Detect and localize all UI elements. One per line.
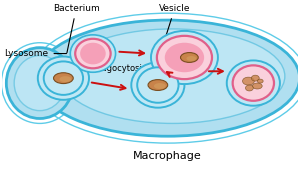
Text: Bacterium: Bacterium (53, 4, 100, 53)
Ellipse shape (70, 35, 116, 72)
Ellipse shape (14, 55, 65, 111)
Ellipse shape (154, 83, 166, 89)
Text: Lysosome: Lysosome (4, 49, 67, 58)
Ellipse shape (227, 60, 280, 106)
Ellipse shape (257, 79, 263, 83)
Ellipse shape (137, 67, 178, 103)
Ellipse shape (186, 56, 196, 61)
Text: Phagocytosis: Phagocytosis (91, 64, 146, 73)
Ellipse shape (36, 20, 300, 136)
Ellipse shape (181, 52, 198, 62)
Text: Macrophage: Macrophage (133, 151, 202, 161)
Ellipse shape (165, 43, 204, 72)
Ellipse shape (131, 62, 184, 108)
Ellipse shape (251, 75, 259, 81)
Ellipse shape (60, 29, 285, 123)
Ellipse shape (38, 57, 89, 100)
Ellipse shape (242, 77, 254, 85)
Ellipse shape (157, 36, 212, 79)
Ellipse shape (233, 65, 274, 101)
Ellipse shape (245, 85, 253, 91)
Ellipse shape (75, 39, 111, 68)
Ellipse shape (148, 80, 168, 90)
Ellipse shape (252, 83, 262, 89)
Ellipse shape (80, 43, 106, 64)
Ellipse shape (54, 73, 73, 84)
Text: Vesicle: Vesicle (159, 4, 190, 59)
Ellipse shape (59, 76, 71, 82)
Ellipse shape (151, 31, 218, 84)
Ellipse shape (44, 61, 83, 95)
Ellipse shape (6, 48, 73, 118)
